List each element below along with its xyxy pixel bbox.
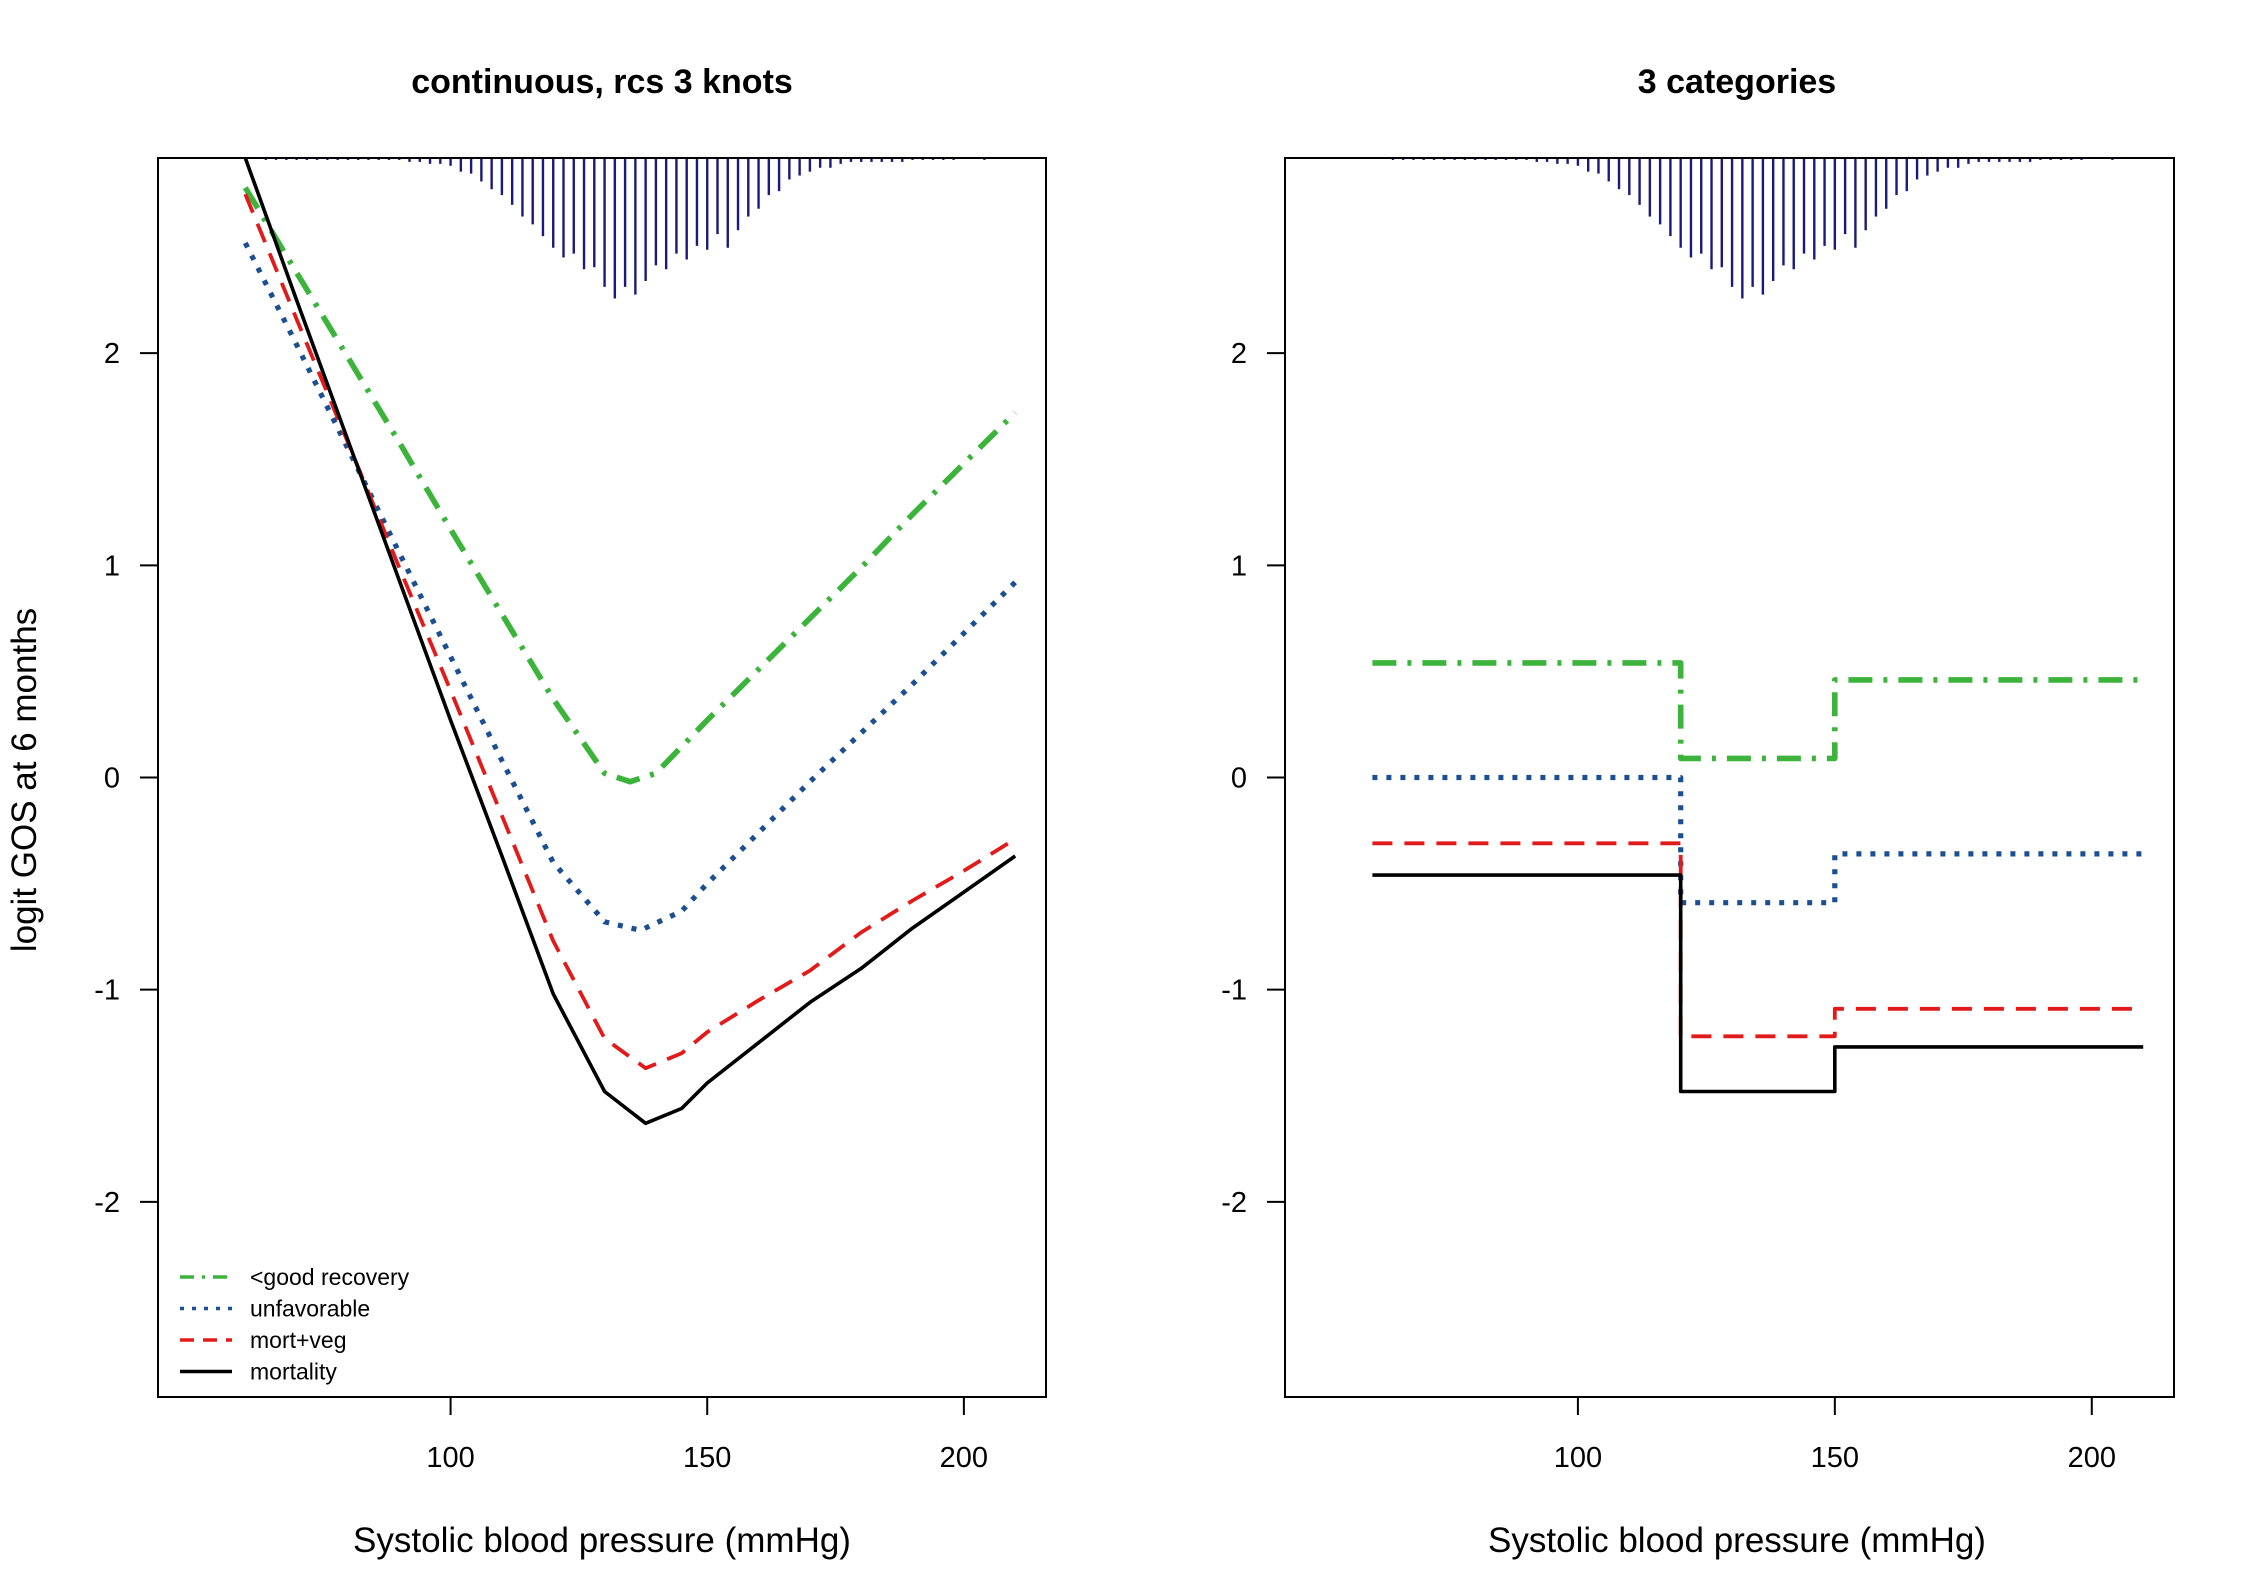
x-axis: 100 150 200 xyxy=(426,1396,988,1474)
series-line xyxy=(243,158,1017,1126)
rug-histogram xyxy=(1391,158,2114,299)
y-axis: -2 -1 0 1 2 xyxy=(1221,338,1286,1219)
panel-continuous: continuous, rcs 3 knots Systolic blood p… xyxy=(94,63,1047,1560)
series-line xyxy=(1372,660,2144,762)
legend-label: unfavorable xyxy=(250,1296,370,1322)
y-tick-label: -2 xyxy=(94,1187,120,1219)
legend-label: mort+veg xyxy=(250,1327,347,1353)
y-tick-label: 1 xyxy=(1231,550,1247,582)
legend: <good recovery unfavorable mort+veg mortali… xyxy=(180,1264,410,1385)
series-line xyxy=(1372,774,2144,906)
series-line xyxy=(242,241,1018,933)
x-axis-label: Systolic blood pressure (mmHg) xyxy=(353,1521,851,1560)
series-line xyxy=(243,193,1017,1071)
y-tick-label: 2 xyxy=(104,338,120,370)
x-tick-label: 150 xyxy=(683,1442,731,1474)
x-axis: 100 150 200 xyxy=(1554,1396,2116,1474)
panel-title: continuous, rcs 3 knots xyxy=(411,63,793,101)
y-axis: -2 -1 0 1 2 xyxy=(94,338,159,1219)
y-tick-label: 1 xyxy=(104,550,120,582)
panel-categories: 3 categories Systolic blood pressure (mm… xyxy=(1221,63,2175,1560)
legend-label: <good recovery xyxy=(250,1264,410,1290)
plot-frame xyxy=(157,157,1047,1398)
rug-histogram xyxy=(264,158,986,299)
y-tick-label: 0 xyxy=(104,763,120,795)
y-tick-label: -1 xyxy=(1221,975,1247,1007)
x-tick-label: 100 xyxy=(1554,1442,1602,1474)
y-tick-label: 0 xyxy=(1231,763,1247,795)
y-axis-label: logit GOS at 6 months xyxy=(5,608,44,952)
x-axis-label: Systolic blood pressure (mmHg) xyxy=(1488,1521,1986,1560)
series-line xyxy=(1372,873,2144,1094)
x-tick-label: 200 xyxy=(940,1442,988,1474)
y-tick-label: 2 xyxy=(1231,338,1247,370)
series-line xyxy=(242,186,1018,785)
legend-label: mortality xyxy=(250,1359,337,1385)
panel-title: 3 categories xyxy=(1638,63,1836,101)
x-tick-label: 200 xyxy=(2068,1442,2116,1474)
y-tick-label: -2 xyxy=(1221,1187,1247,1219)
y-tick-label: -1 xyxy=(94,975,120,1007)
series-line xyxy=(1372,841,2144,1039)
x-tick-label: 100 xyxy=(426,1442,474,1474)
x-tick-label: 150 xyxy=(1811,1442,1859,1474)
